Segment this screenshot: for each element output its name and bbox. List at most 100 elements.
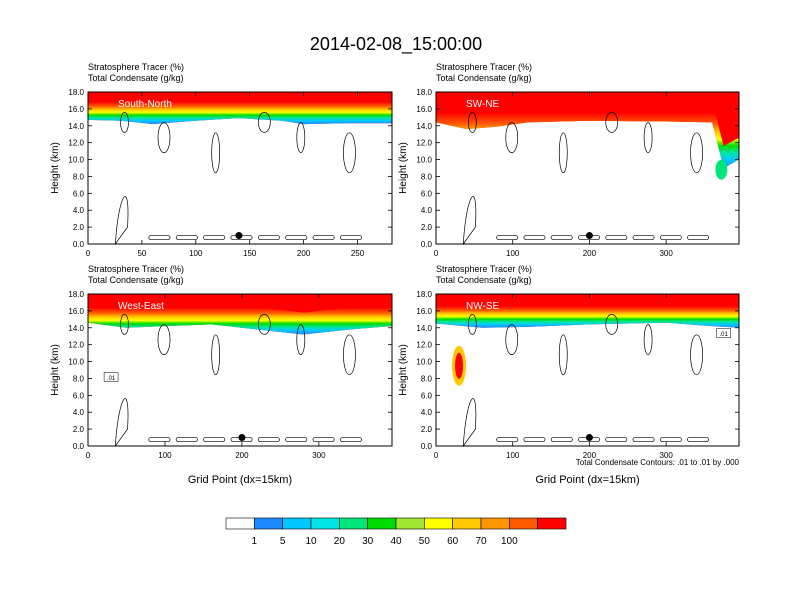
low-cloud-contour <box>523 437 546 442</box>
colorbar-swatch <box>310 517 340 530</box>
x-tick-label: 300 <box>659 249 673 258</box>
low-cloud-contour <box>687 235 710 240</box>
y-tick-label: 16.0 <box>416 307 432 316</box>
colorbar: 1 5 10 20 30 40 50 60 70 100 <box>225 517 567 547</box>
low-cloud-contour <box>285 437 308 442</box>
panel-frame <box>435 91 740 245</box>
y-tick-label: 12.0 <box>68 341 84 350</box>
location-marker <box>235 232 243 240</box>
x-tick-label: 0 <box>86 451 91 460</box>
low-cloud-contour <box>148 437 171 442</box>
colorbar-swatch <box>509 517 538 530</box>
tracer-gradient-band <box>88 96 392 125</box>
x-tick-label: 200 <box>583 249 597 258</box>
condensate-contours <box>114 314 362 448</box>
y-tick-label: 6.0 <box>73 189 85 198</box>
low-cloud-contour <box>257 437 280 442</box>
y-tick-label: 0.0 <box>73 442 85 451</box>
colorbar-label: 50 <box>419 536 431 547</box>
y-tick-label: 4.0 <box>73 206 85 215</box>
x-tick-label: 0 <box>434 451 439 460</box>
y-axis-label: Height (km) <box>50 142 61 194</box>
contour-label: .01 <box>719 332 728 338</box>
colorbar-swatch <box>480 517 510 530</box>
panel-header-line: Stratosphere Tracer (%) <box>88 62 184 72</box>
y-axis-label: Height (km) <box>398 142 409 194</box>
location-marker <box>585 434 593 442</box>
low-cloud-contour <box>659 235 682 240</box>
tracer-gradient-band <box>88 300 392 335</box>
y-tick-label: 0.0 <box>421 442 433 451</box>
panel-sw-ne: Stratosphere Tracer (%)Total Condensate … <box>398 62 740 258</box>
y-tick-label: 16.0 <box>416 105 432 114</box>
colorbar-swatch <box>367 517 397 530</box>
colorbar-swatch <box>339 517 368 530</box>
contour-label-box <box>716 328 731 338</box>
footnote: Total Condensate Contours: .01 to .01 by… <box>576 458 740 467</box>
convective-contour <box>114 196 129 246</box>
x-tick-label: 100 <box>158 451 172 460</box>
x-tick-label: 150 <box>243 249 257 258</box>
colorbar-label: 1 <box>252 536 258 547</box>
low-cloud-contour <box>175 235 198 240</box>
colorbar-swatch <box>282 517 312 530</box>
low-cloud-contour <box>523 235 546 240</box>
y-tick-label: 16.0 <box>68 307 84 316</box>
y-tick-label: 8.0 <box>421 172 433 181</box>
colorbar-label: 70 <box>475 536 487 547</box>
x-tick-label: 300 <box>312 451 326 460</box>
y-tick-label: 14.0 <box>416 324 432 333</box>
low-cloud-contour <box>659 437 682 442</box>
tracer-gradient-band <box>436 300 739 328</box>
y-tick-label: 6.0 <box>421 391 433 400</box>
x-tick-label: 100 <box>506 451 520 460</box>
y-tick-label: 0.0 <box>421 240 433 249</box>
colorbar-swatch <box>424 517 453 530</box>
location-marker <box>585 232 593 240</box>
y-tick-label: 18.0 <box>416 88 432 97</box>
y-tick-label: 18.0 <box>416 290 432 299</box>
tracer-plume-core <box>455 352 464 379</box>
location-marker <box>238 434 246 442</box>
panel-direction-label: NW-SE <box>466 301 499 312</box>
tracer-gradient-band <box>436 98 739 168</box>
y-tick-label: 8.0 <box>421 374 433 383</box>
y-tick-label: 6.0 <box>73 391 85 400</box>
x-tick-label: 200 <box>583 451 597 460</box>
colorbar-label: 30 <box>362 536 374 547</box>
y-tick-label: 4.0 <box>421 408 433 417</box>
x-tick-label: 100 <box>189 249 203 258</box>
low-cloud-contour <box>312 235 335 240</box>
low-cloud-contour <box>605 235 628 240</box>
panel-header-line: Stratosphere Tracer (%) <box>436 264 532 274</box>
x-tick-label: 50 <box>137 249 146 258</box>
x-tick-label: 100 <box>506 249 520 258</box>
y-tick-label: 8.0 <box>73 172 85 181</box>
y-tick-label: 2.0 <box>73 425 85 434</box>
y-tick-label: 10.0 <box>416 358 432 367</box>
y-tick-label: 8.0 <box>73 374 85 383</box>
y-tick-label: 10.0 <box>416 156 432 165</box>
y-tick-label: 18.0 <box>68 290 84 299</box>
low-cloud-contour <box>605 437 628 442</box>
y-tick-label: 10.0 <box>68 156 84 165</box>
tracer-field <box>88 92 392 125</box>
convective-contour <box>462 196 477 246</box>
x-tick-label: 200 <box>297 249 311 258</box>
condensate-contours <box>462 112 710 246</box>
low-cloud-contour <box>257 235 280 240</box>
low-cloud-contour <box>312 437 335 442</box>
y-tick-label: 4.0 <box>421 206 433 215</box>
y-tick-label: 6.0 <box>421 189 433 198</box>
y-axis-label: Height (km) <box>398 344 409 396</box>
colorbar-label: 20 <box>334 536 346 547</box>
low-cloud-contour <box>339 437 362 442</box>
condensate-contours <box>114 112 362 246</box>
colorbar-swatch <box>452 517 482 530</box>
contour-label-box <box>103 372 119 382</box>
y-tick-label: 12.0 <box>416 139 432 148</box>
panel-header-line: Stratosphere Tracer (%) <box>88 264 184 274</box>
panels: Stratosphere Tracer (%) Total Condensate … <box>50 62 740 486</box>
y-tick-label: 2.0 <box>421 223 433 232</box>
